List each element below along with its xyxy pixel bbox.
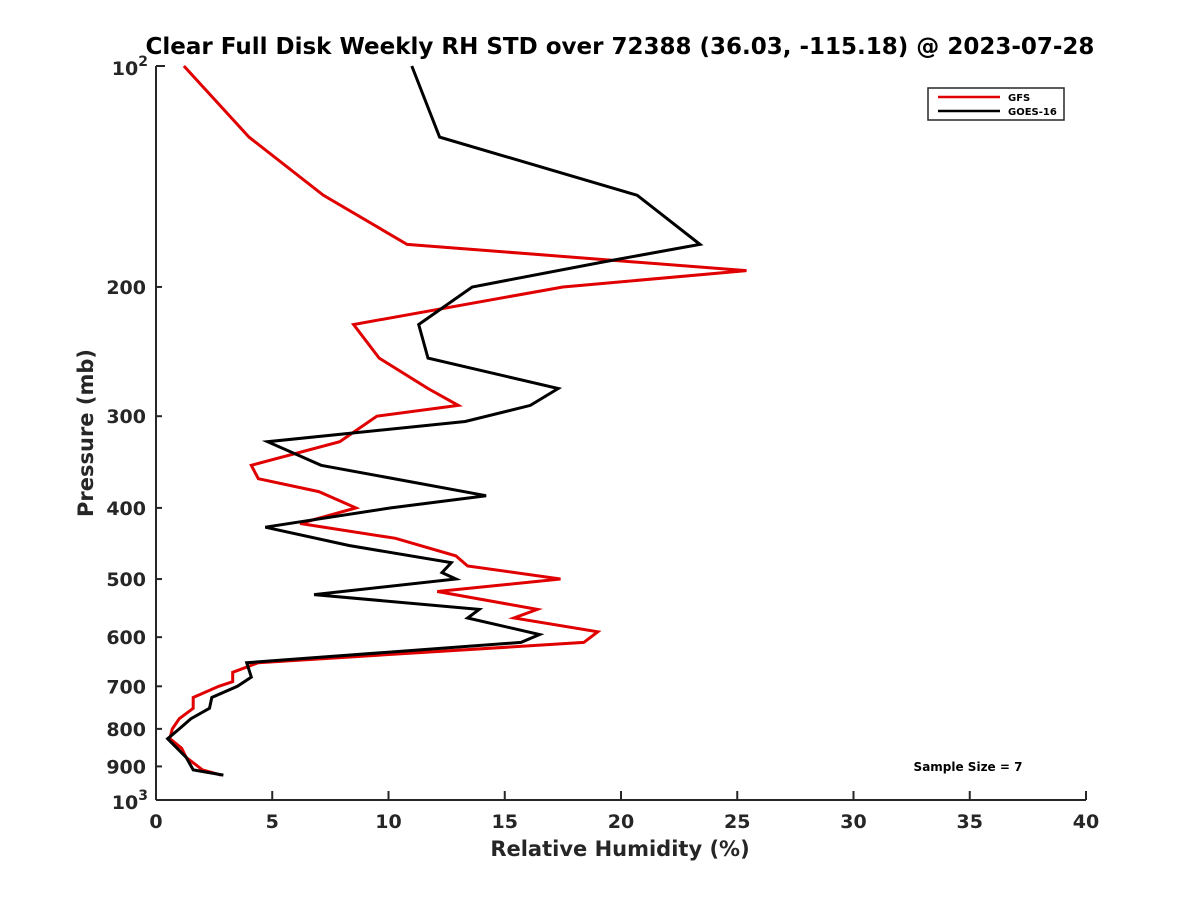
axes-layer: 0 5 10 15 20 25 30 35 40 102 103 200 300 400 500 600 700… (106, 54, 1099, 833)
y-tick-label: 103 (112, 788, 148, 814)
y-tick-label: 102 (112, 54, 148, 80)
x-tick-label: 35 (957, 811, 983, 833)
series-line-goes-16 (165, 65, 704, 777)
y-tick-label: 400 (106, 498, 146, 520)
y-tick-label: 700 (106, 676, 146, 698)
x-tick-label: 10 (375, 811, 401, 833)
legend-label-goes-16: GOES-16 (1008, 107, 1057, 118)
x-tick-label: 30 (840, 811, 866, 833)
y-tick-label: 600 (106, 627, 146, 649)
x-tick-label: 15 (492, 811, 518, 833)
x-tick-label: 5 (266, 811, 279, 833)
legend-box (927, 87, 1065, 121)
series-line-gfs (168, 64, 747, 777)
y-tick-label: 200 (106, 277, 146, 299)
x-tick-label: 20 (608, 811, 634, 833)
y-tick-label: 300 (106, 406, 146, 428)
x-tick-label: 40 (1073, 811, 1099, 833)
sample-size-annotation: Sample Size = 7 (914, 760, 1023, 774)
y-axis-label: Pressure (mb) (74, 349, 98, 517)
y-tick-label: 800 (106, 719, 146, 741)
y-tick-label: 500 (106, 569, 146, 591)
y-tick-label: 900 (106, 756, 146, 778)
plot-layer (165, 64, 747, 777)
legend-label-gfs: GFS (1008, 93, 1030, 104)
legend: GFS GOES-16 (927, 87, 1065, 121)
chart-title: Clear Full Disk Weekly RH STD over 72388… (146, 34, 1095, 60)
x-axis-label: Relative Humidity (%) (490, 837, 749, 861)
x-tick-label: 0 (149, 811, 162, 833)
x-tick-label: 25 (724, 811, 750, 833)
